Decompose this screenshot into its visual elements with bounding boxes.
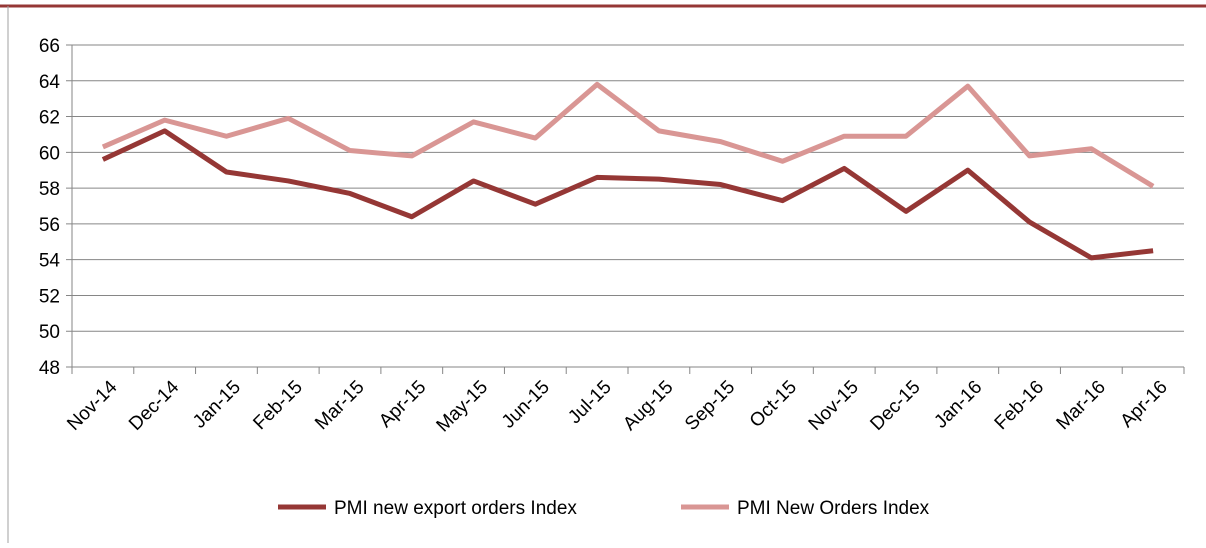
y-tick-label: 62	[39, 108, 60, 129]
y-tick-label: 58	[39, 179, 60, 200]
legend-label: PMI New Orders Index	[737, 498, 930, 519]
x-tick-label: Feb-16	[991, 377, 1048, 434]
x-tick-label: Jan-16	[930, 377, 986, 433]
x-tick-label: Oct-15	[746, 377, 801, 432]
x-tick-label: Sep-15	[681, 377, 739, 435]
y-tick-label: 64	[39, 72, 61, 93]
x-tick-label: Jun-15	[498, 377, 554, 433]
x-tick-label: Apr-16	[1117, 377, 1172, 432]
series-line	[101, 81, 1155, 189]
x-tick-label: May-15	[433, 377, 493, 437]
x-tick-label: Aug-15	[619, 377, 677, 435]
series-line	[101, 128, 1154, 261]
y-tick-label: 50	[39, 322, 60, 343]
x-tick-label: Dec-15	[866, 377, 924, 435]
y-tick-label: 48	[39, 358, 60, 379]
legend-label: PMI new export orders Index	[334, 498, 577, 519]
x-tick-label: Apr-15	[375, 377, 430, 432]
x-tick-label: Mar-16	[1053, 377, 1110, 434]
y-tick-label: 54	[39, 251, 61, 272]
y-tick-label: 60	[39, 143, 60, 164]
x-tick-label: Jul-15	[564, 377, 615, 428]
y-tick-label: 66	[39, 36, 60, 57]
x-tick-label: Mar-15	[311, 377, 368, 434]
x-tick-label: Feb-15	[249, 377, 306, 434]
x-tick-label: Nov-15	[805, 377, 863, 435]
x-tick-label: Nov-14	[63, 376, 121, 434]
y-tick-label: 52	[39, 286, 60, 307]
x-tick-label: Jan-15	[189, 377, 245, 433]
y-tick-label: 56	[39, 215, 60, 236]
x-tick-label: Dec-14	[125, 376, 183, 434]
